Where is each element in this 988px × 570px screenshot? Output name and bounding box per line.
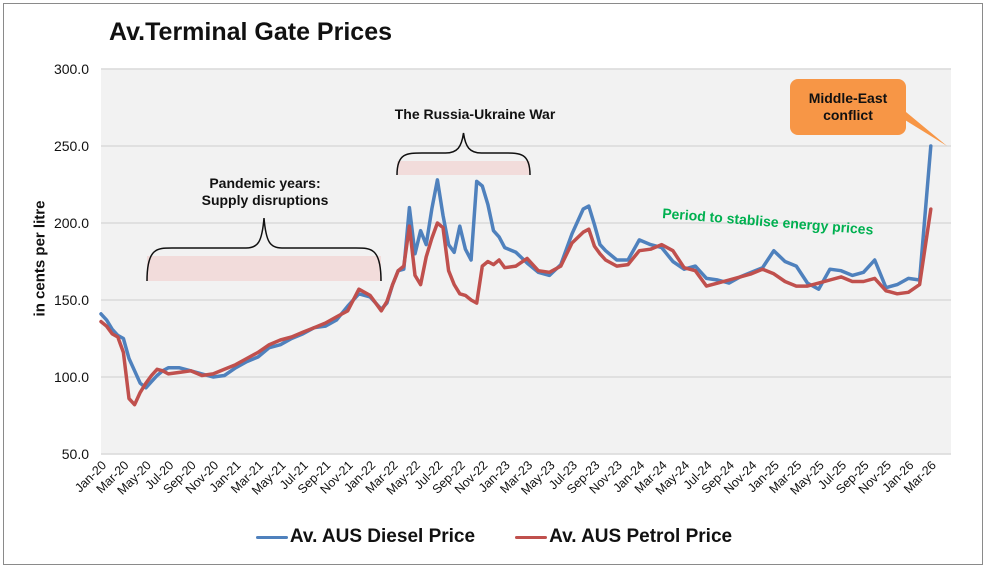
legend-swatch-diesel [255, 535, 288, 539]
legend-item-petrol: Av. AUS Petrol Price [515, 526, 732, 548]
y-axis-label: in cents per litre [31, 200, 49, 317]
pandemic-brace-bracket [146, 217, 382, 282]
war-brace-bracket [396, 132, 531, 176]
y-tick-label: 150.0 [54, 292, 89, 308]
legend-label-petrol: Av. AUS Petrol Price [549, 526, 733, 547]
series-lines [99, 144, 933, 407]
war-brace-fill [397, 161, 530, 175]
gridlines [101, 68, 951, 455]
y-tick-label: 300.0 [54, 61, 89, 77]
y-tick-label: 200.0 [54, 215, 89, 231]
legend-swatch-petrol [515, 535, 548, 539]
callout-line2: conflict [823, 107, 873, 123]
callout-line1: Middle-East [808, 90, 888, 106]
annotation-russia-ukraine-war: The Russia-Ukraine War [394, 106, 556, 122]
annotation-braces [146, 132, 531, 282]
y-axis-ticks: 50.0 100.0 150.0 200.0 250.0 300.0 [54, 61, 89, 462]
legend-item-diesel: Av. AUS Diesel Price [255, 526, 476, 548]
annotation-pandemic-line1: Pandemic years: [209, 175, 321, 191]
legend-label-diesel: Av. AUS Diesel Price [289, 526, 476, 547]
chart-title: Av.Terminal Gate Prices [109, 18, 392, 46]
y-tick-label: 50.0 [62, 446, 89, 462]
chart-legend: Av. AUS Diesel Price Av. AUS Petrol Pric… [0, 526, 988, 548]
annotation-pandemic: Pandemic years: Supply disruptions [170, 175, 360, 209]
series-line-petrol [99, 207, 933, 407]
pandemic-brace-fill [147, 256, 381, 281]
y-tick-label: 250.0 [54, 138, 89, 154]
x-axis-ticks: Jan-20Mar-20May-20Jul-20Sep-20Nov-20Jan-… [72, 458, 939, 497]
annotation-pandemic-line2: Supply disruptions [201, 192, 329, 208]
y-tick-label: 100.0 [54, 369, 89, 385]
annotation-middle-east-callout: Middle-East conflict [790, 79, 906, 135]
